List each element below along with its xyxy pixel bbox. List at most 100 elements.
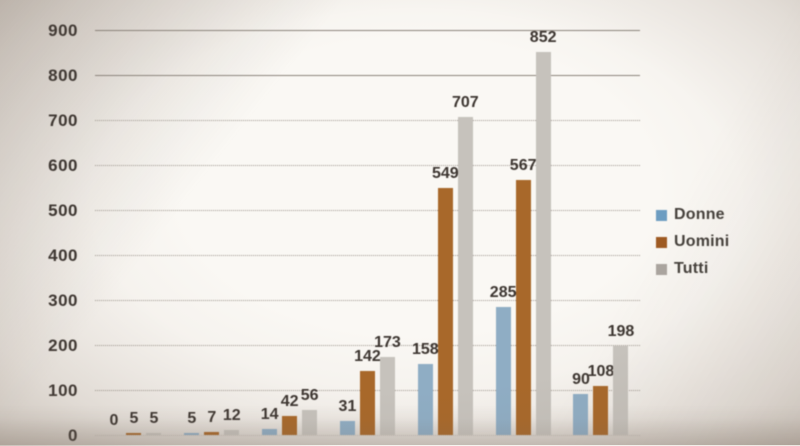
gridline: [95, 75, 640, 76]
bar-cell: 198: [608, 30, 634, 435]
bar-value-label: 707: [451, 94, 479, 111]
tutti-bar: [302, 410, 318, 435]
bar-value-label: 198: [607, 323, 635, 340]
bar-value-label: 5: [187, 410, 197, 427]
bar-cell: 5: [184, 30, 200, 435]
bar-group: 31 142 173: [338, 30, 401, 435]
uomini-bar: [515, 180, 531, 435]
donne-swatch-icon: [656, 209, 667, 221]
bar-value-label: 5: [149, 410, 159, 427]
bar-groups: 0 5 5 5 7 12 14 42 56 31 142 173 158 549 707 285 567 852 9…: [95, 30, 640, 435]
bar-cell: 90: [572, 30, 590, 435]
bar-value-label: 7: [207, 409, 217, 426]
bar-group: 90 108 198: [572, 30, 634, 435]
tutti-bar: [146, 433, 162, 435]
bar-value-label: 14: [260, 406, 279, 423]
legend-item-tutti: Tutti: [656, 260, 729, 278]
y-axis-tick-label: 0: [68, 426, 78, 445]
bar-cell: 549: [432, 30, 459, 435]
donne-bar: [417, 364, 433, 435]
gridline: [95, 210, 640, 211]
tutti-bar: [457, 117, 473, 435]
bar-cell: 31: [338, 30, 357, 435]
bar-group: 285 567 852: [490, 30, 556, 435]
uomini-bar: [593, 386, 609, 435]
bar-value-label: 42: [280, 393, 299, 410]
legend-item-donne: Donne: [656, 206, 729, 224]
y-axis-tick-label: 100: [48, 381, 78, 400]
legend-item-uomini: Uomini: [656, 233, 729, 251]
y-axis-tick-label: 900: [48, 21, 78, 40]
uomini-bar: [437, 188, 453, 435]
uomini-swatch-icon: [656, 236, 667, 248]
legend-label: Tutti: [674, 260, 709, 277]
donne-bar: [339, 421, 355, 435]
bar-value-label: 90: [572, 371, 590, 388]
uomini-bar: [282, 416, 298, 435]
gridline: [95, 165, 640, 166]
gridline: [95, 255, 640, 256]
legend-label: Donne: [674, 206, 725, 223]
y-axis-tick-label: 300: [48, 291, 78, 310]
bar-cell: 56: [300, 30, 319, 435]
y-axis-tick-label: 600: [48, 156, 78, 175]
bar-group: 5 7 12: [184, 30, 241, 435]
bar-cell: 158: [412, 30, 439, 435]
bar-group: 14 42 56: [260, 30, 319, 435]
bar-value-label: 0: [109, 412, 119, 429]
bar-cell: 285: [490, 30, 516, 435]
bar-cell: 173: [374, 30, 401, 435]
gridline: [95, 120, 640, 121]
y-axis-tick-label: 200: [48, 336, 78, 355]
bar-cell: 567: [510, 30, 536, 435]
uomini-bar: [126, 433, 142, 435]
donne-bar: [262, 429, 278, 435]
tutti-swatch-icon: [656, 263, 667, 275]
tutti-bar: [535, 52, 551, 435]
y-axis-tick-label: 400: [48, 246, 78, 265]
bar-value-label: 5: [129, 410, 139, 427]
bar-cell: 707: [452, 30, 479, 435]
bar-cell: 7: [204, 30, 220, 435]
bar-value-label: 31: [338, 398, 357, 415]
gridline: [95, 345, 640, 346]
bar-value-label: 158: [411, 341, 439, 358]
tutti-bar: [224, 430, 240, 435]
gridline: [95, 435, 640, 436]
bar-cell: 5: [146, 30, 162, 435]
bar-value-label: 142: [354, 348, 381, 365]
bar-cell: 142: [354, 30, 381, 435]
uomini-bar: [204, 432, 220, 435]
bar-cell: 0: [106, 30, 121, 435]
bar-cell: 42: [280, 30, 299, 435]
donne-bar: [573, 394, 589, 435]
y-axis-tick-label: 800: [48, 66, 78, 85]
donne-bar: [184, 433, 200, 435]
bar-value-label: 56: [300, 387, 319, 404]
bar-cell: 12: [222, 30, 241, 435]
plot-area: 0 5 5 5 7 12 14 42 56 31 142 173 158 549 707 285 567 852 9…: [95, 30, 640, 436]
bar-value-label: 567: [509, 157, 537, 174]
bar-value-label: 173: [374, 334, 401, 351]
gridline: [95, 30, 640, 31]
bar-cell: 852: [530, 30, 556, 435]
bar-group: 158 549 707: [412, 30, 479, 435]
tutti-bar: [613, 346, 629, 435]
bar-cell: 108: [588, 30, 614, 435]
bar-value-label: 852: [529, 29, 557, 46]
bar-value-label: 108: [587, 363, 615, 380]
legend-label: Uomini: [674, 233, 730, 250]
donne-bar: [495, 307, 511, 435]
bar-cell: 5: [126, 30, 142, 435]
bar-cell: 14: [260, 30, 279, 435]
y-axis-tick-label: 500: [48, 201, 78, 220]
y-axis-tick-label: 700: [48, 111, 78, 130]
tutti-bar: [379, 357, 395, 435]
bar-value-label: 285: [489, 284, 517, 301]
gridline: [95, 300, 640, 301]
legend: Donne Uomini Tutti: [656, 206, 729, 278]
bar-value-label: 12: [222, 407, 241, 424]
bar-value-label: 549: [431, 165, 459, 182]
